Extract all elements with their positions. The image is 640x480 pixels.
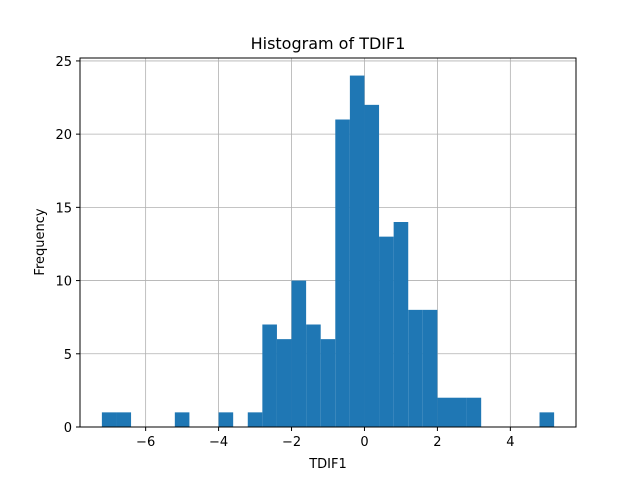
histogram-bar (364, 104, 380, 427)
histogram-bar (116, 412, 132, 427)
y-tick-label: 10 (55, 275, 72, 290)
histogram-bar (174, 412, 190, 427)
histogram-bar (262, 324, 277, 427)
x-tick-label: −4 (209, 435, 228, 450)
y-tick-label: 20 (55, 128, 72, 143)
histogram-bar (379, 236, 394, 427)
histogram-bar (437, 397, 452, 427)
x-axis-ticks: −6 −4 −2 0 2 4 (136, 427, 514, 450)
y-tick-label: 15 (55, 201, 72, 216)
histogram-bar (452, 397, 467, 427)
plot-frame (79, 57, 577, 428)
x-tick-label: 0 (360, 435, 368, 450)
bars (101, 75, 555, 428)
histogram-bar (306, 324, 321, 427)
y-tick-label: 0 (64, 421, 72, 436)
histogram-bar (408, 309, 423, 427)
histogram-bar (349, 75, 365, 428)
chart-title: Histogram of TDIF1 (251, 34, 406, 53)
x-tick-label: 4 (506, 435, 514, 450)
histogram-bar (539, 412, 555, 427)
histogram-bar (101, 412, 117, 427)
y-axis-label: Frequency (33, 208, 48, 275)
histogram-bar (247, 412, 263, 427)
histogram-bar (218, 412, 234, 427)
x-axis-label: TDIF1 (308, 457, 347, 472)
grid (80, 58, 576, 428)
y-tick-label: 25 (55, 55, 72, 70)
x-tick-label: 2 (433, 435, 441, 450)
y-tick-label: 5 (64, 348, 72, 363)
histogram-bar (276, 339, 292, 427)
x-tick-label: −6 (136, 435, 155, 450)
histogram-bar (291, 280, 307, 427)
histogram-bar (422, 309, 438, 427)
histogram-bar (393, 222, 409, 427)
histogram-bar (320, 339, 336, 427)
y-axis-ticks: 0 5 10 15 20 25 (55, 55, 80, 436)
histogram-bar (335, 119, 350, 427)
x-tick-label: −2 (282, 435, 301, 450)
histogram-bar (466, 397, 482, 427)
